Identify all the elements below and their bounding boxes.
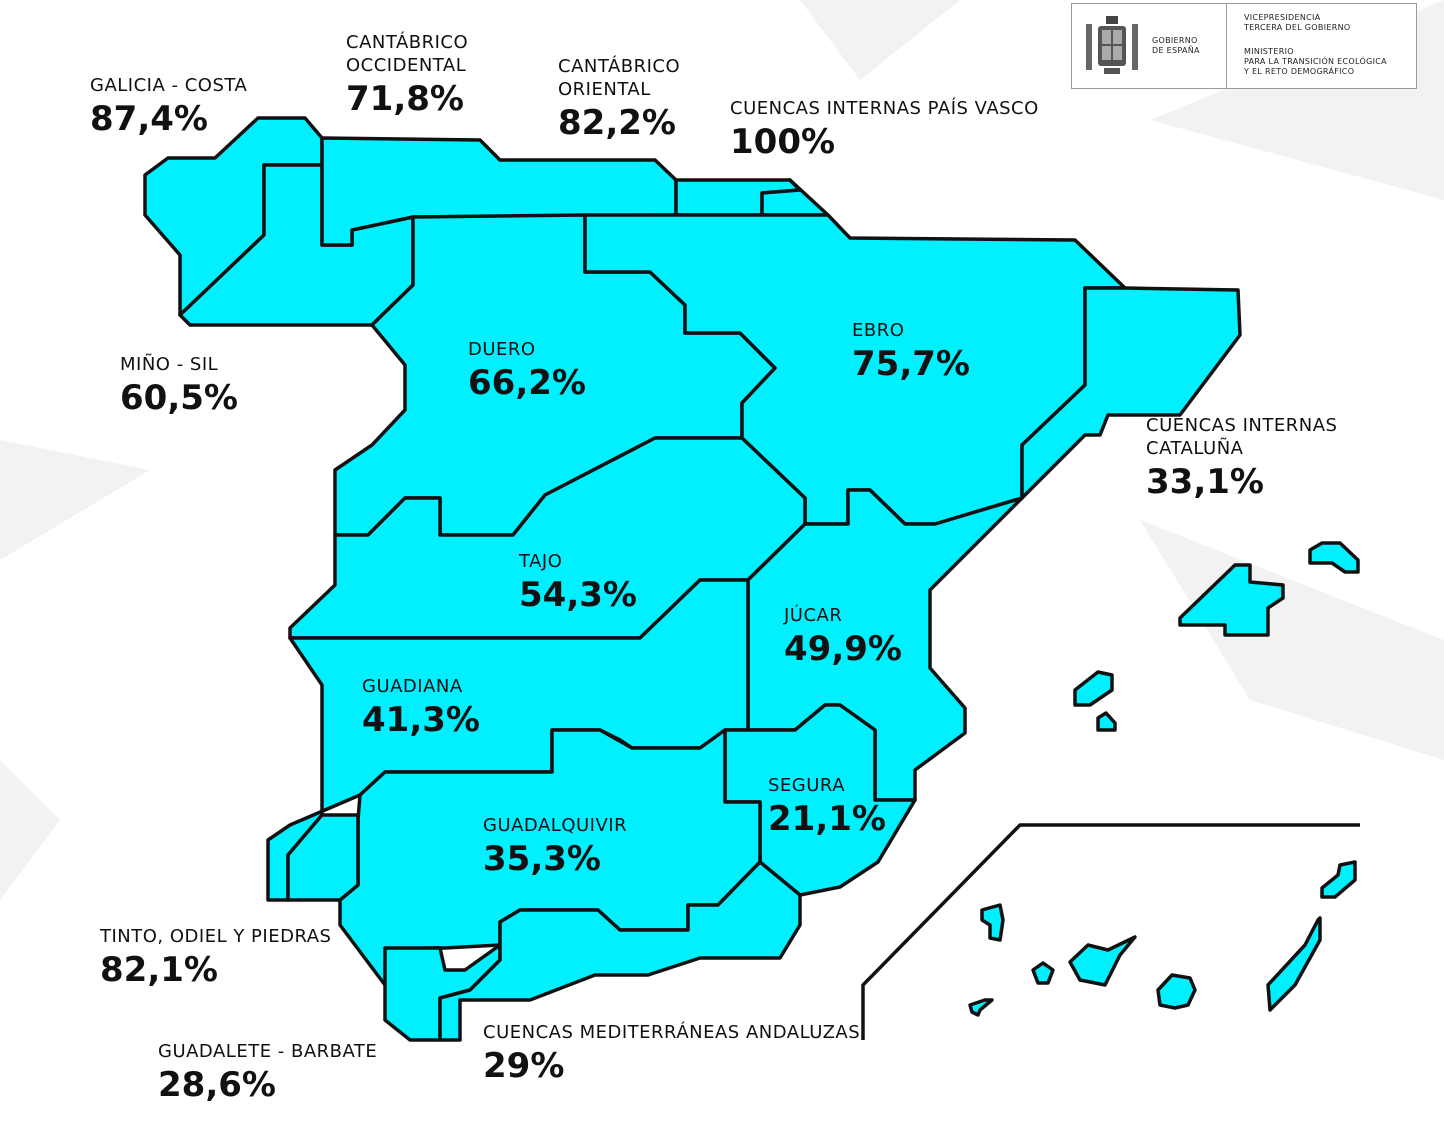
basin-name: CANTÁBRICO ORIENTAL <box>558 56 681 100</box>
basin-value: 29% <box>483 1046 565 1086</box>
island-el-hierro[interactable] <box>968 998 994 1017</box>
basin-name: GUADALETE - BARBATE <box>158 1041 378 1062</box>
peninsula-basins <box>143 116 1242 1042</box>
label-guadiana: GUADIANA 41,3% <box>362 675 480 740</box>
label-segura: SEGURA 21,1% <box>768 774 886 839</box>
basin-value: 100% <box>730 122 836 162</box>
label-mino-sil: MIÑO - SIL 60,5% <box>120 353 238 418</box>
basin-name: GUADIANA <box>362 676 463 697</box>
basin-name: EBRO <box>852 320 905 341</box>
basin-name: GUADALQUIVIR <box>483 815 628 836</box>
basin-value: 54,3% <box>519 575 637 615</box>
label-tinto-odiel-piedras: TINTO, ODIEL Y PIEDRAS 82,1% <box>100 925 331 990</box>
government-logo: GOBIERNO DE ESPAÑA VICEPRESIDENCIA TERCE… <box>1071 3 1417 89</box>
basin-name: MIÑO - SIL <box>120 354 219 375</box>
label-galicia-costa: GALICIA - COSTA 87,4% <box>90 74 247 139</box>
basin-value: 35,3% <box>483 839 601 879</box>
island-fuerteventura[interactable] <box>1266 916 1322 1012</box>
basin-name: GALICIA - COSTA <box>90 75 248 96</box>
basin-value: 82,1% <box>100 950 218 990</box>
background-decoration <box>0 0 1444 900</box>
basin-value: 28,6% <box>158 1065 276 1105</box>
basin-name: TAJO <box>519 551 563 572</box>
island-la-gomera[interactable] <box>1031 961 1055 985</box>
balearic-islands <box>1073 541 1360 732</box>
vicepresidency-name: VICEPRESIDENCIA TERCERA DEL GOBIERNO <box>1244 13 1351 32</box>
island-formentera[interactable] <box>1096 711 1117 732</box>
basin-value: 41,3% <box>362 700 480 740</box>
label-mediterraneas-andaluzas: CUENCAS MEDITERRÁNEAS ANDALUZAS 29% <box>483 1021 860 1086</box>
region-tinto-odiel-piedras[interactable] <box>286 813 360 902</box>
label-duero: DUERO 66,2% <box>468 338 586 403</box>
ministry-name: MINISTERIO PARA LA TRANSICIÓN ECOLÓGICA … <box>1244 47 1387 76</box>
logo-divider <box>1226 4 1227 88</box>
island-gran-canaria[interactable] <box>1156 973 1197 1010</box>
basin-name: CANTÁBRICO OCCIDENTAL <box>346 32 469 76</box>
region-cataluna[interactable] <box>1020 286 1242 500</box>
canary-islands-inset <box>861 823 1360 1040</box>
basin-name: TINTO, ODIEL Y PIEDRAS <box>100 926 332 947</box>
basin-name: SEGURA <box>768 775 846 796</box>
basin-value: 66,2% <box>468 363 586 403</box>
inset-border <box>861 823 1360 1040</box>
region-pais-vasco[interactable] <box>760 178 830 217</box>
label-guadalquivir: GUADALQUIVIR 35,3% <box>483 814 627 879</box>
basin-name: CUENCAS INTERNAS CATALUÑA <box>1146 415 1338 459</box>
government-name: GOBIERNO DE ESPAÑA <box>1152 36 1200 55</box>
label-ebro: EBRO 75,7% <box>852 319 970 384</box>
basin-value: 49,9% <box>784 629 902 669</box>
basin-value: 60,5% <box>120 378 238 418</box>
label-cataluna: CUENCAS INTERNAS CATALUÑA 33,1% <box>1146 414 1337 502</box>
island-mallorca[interactable] <box>1178 563 1285 637</box>
basin-value: 71,8% <box>346 79 464 119</box>
island-la-palma[interactable] <box>980 903 1005 942</box>
region-mediterraneas-andaluzas[interactable] <box>438 860 802 1042</box>
island-ibiza[interactable] <box>1073 670 1114 707</box>
basin-value: 82,2% <box>558 103 676 143</box>
basin-value: 21,1% <box>768 799 886 839</box>
basin-name: CUENCAS INTERNAS PAÍS VASCO <box>730 98 1039 119</box>
island-tenerife[interactable] <box>1068 935 1137 987</box>
spain-coat-of-arms-icon <box>1086 16 1138 74</box>
label-cantabrico-oriental: CANTÁBRICO ORIENTAL 82,2% <box>558 55 680 143</box>
label-jucar: JÚCAR 49,9% <box>784 604 902 669</box>
basin-name: CUENCAS MEDITERRÁNEAS ANDALUZAS <box>483 1022 861 1043</box>
basin-value: 33,1% <box>1146 462 1264 502</box>
label-pais-vasco: CUENCAS INTERNAS PAÍS VASCO 100% <box>730 97 1039 162</box>
label-cantabrico-occidental: CANTÁBRICO OCCIDENTAL 71,8% <box>346 31 468 119</box>
basin-name: DUERO <box>468 339 536 360</box>
basin-name: JÚCAR <box>784 605 843 626</box>
basin-value: 87,4% <box>90 99 208 139</box>
island-lanzarote[interactable] <box>1320 860 1357 899</box>
label-tajo: TAJO 54,3% <box>519 550 637 615</box>
label-guadalete-barbate: GUADALETE - BARBATE 28,6% <box>158 1040 377 1105</box>
basin-value: 75,7% <box>852 344 970 384</box>
island-menorca[interactable] <box>1308 541 1360 574</box>
